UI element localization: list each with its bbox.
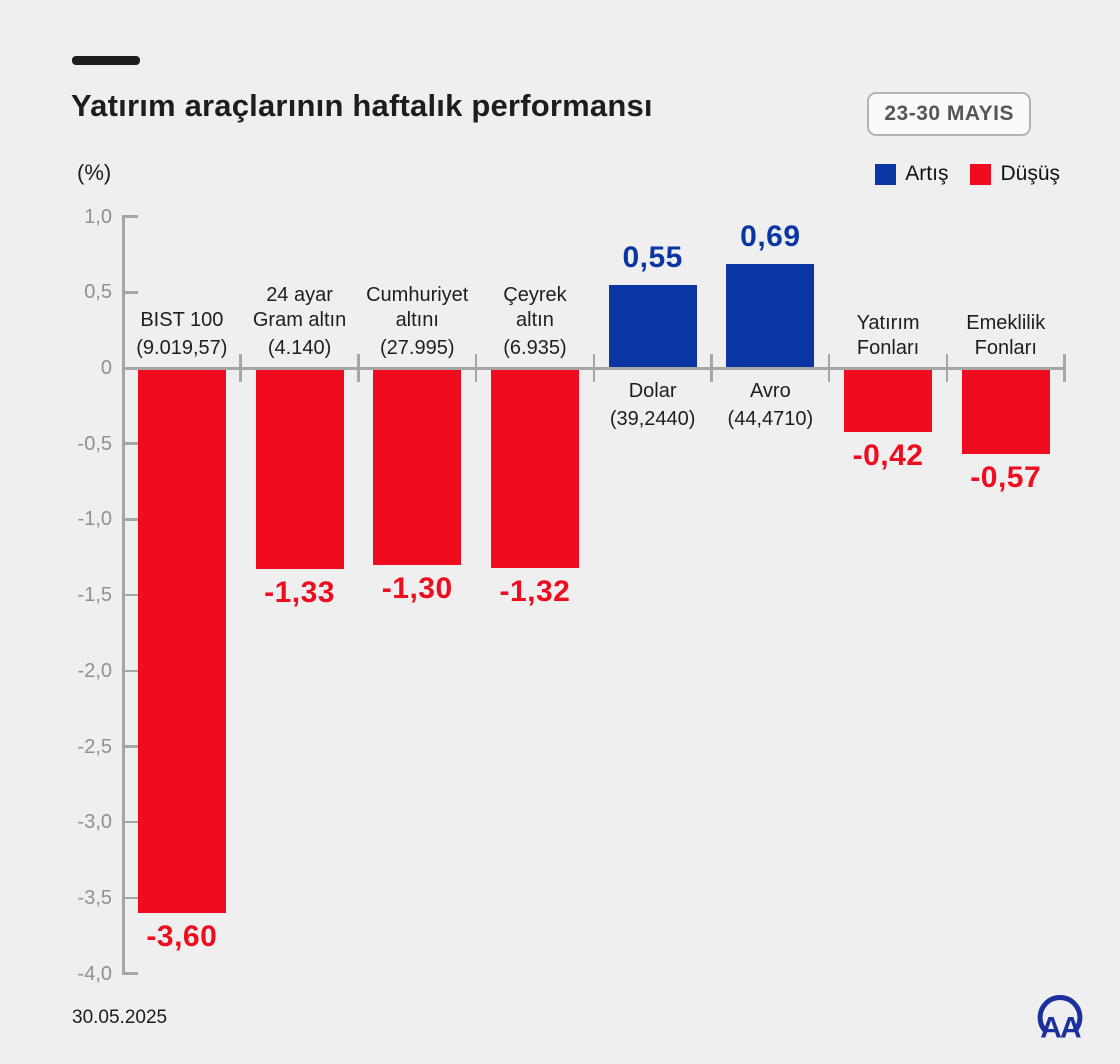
bar-category-label: BIST 100 (9.019,57) bbox=[110, 308, 254, 361]
y-tick-label: -2,5 bbox=[77, 735, 112, 758]
baseline-tick bbox=[945, 354, 949, 382]
publication-date: 30.05.2025 bbox=[72, 1007, 168, 1028]
y-tick-label: -1,5 bbox=[77, 584, 112, 607]
y-tick bbox=[123, 291, 138, 294]
baseline-tick bbox=[474, 354, 478, 382]
bar-value-label: -3,60 bbox=[146, 920, 218, 954]
y-tick bbox=[123, 896, 138, 900]
bar-category-name: Avro bbox=[749, 380, 791, 402]
bar bbox=[844, 368, 933, 432]
aa-logo-text: AA bbox=[1040, 1011, 1081, 1044]
y-tick-label: -3,0 bbox=[77, 811, 112, 834]
y-tick-label: -2,0 bbox=[77, 659, 112, 682]
y-tick-label: 0,5 bbox=[84, 281, 112, 304]
bar bbox=[961, 368, 1050, 455]
bar-category-label: Emeklilik Fonları bbox=[934, 311, 1078, 361]
baseline-tick bbox=[710, 354, 713, 382]
y-tick bbox=[123, 820, 138, 824]
date-range-badge: 23-30 MAYIS bbox=[867, 92, 1031, 136]
page-title: Yatırım araçlarının haftalık performansı bbox=[71, 88, 653, 123]
legend-label-decrease: Düşüş bbox=[1000, 162, 1060, 185]
bar bbox=[726, 263, 815, 368]
bar-value-label: 0,55 bbox=[622, 240, 683, 274]
increase-color-swatch bbox=[875, 163, 897, 185]
bar-value-label: 0,69 bbox=[740, 219, 801, 253]
baseline-tick bbox=[592, 354, 596, 382]
y-tick-label: 1,0 bbox=[84, 205, 112, 228]
bar-category-name: Emeklilik bbox=[966, 312, 1046, 334]
bar-value-label: -0,57 bbox=[970, 461, 1042, 495]
anadolu-agency-logo: AA bbox=[1031, 992, 1089, 1055]
bar-category-label: 24 ayar Gram altın (4.140) bbox=[228, 283, 372, 361]
bar-category-detail: (44,4710) bbox=[727, 408, 814, 430]
y-tick bbox=[123, 215, 138, 218]
bar-category-name: Fonları bbox=[974, 337, 1037, 359]
bar-category-label: Yatırım Fonları bbox=[816, 311, 960, 361]
bar-category-name: Yatırım bbox=[856, 312, 920, 334]
y-tick-label: -1,0 bbox=[77, 508, 112, 531]
y-tick-label: -4,0 bbox=[77, 962, 112, 985]
bar bbox=[608, 284, 697, 368]
y-tick-label: -3,5 bbox=[77, 886, 112, 909]
bar-category-name: BIST 100 bbox=[140, 309, 224, 331]
bar-category-label: Dolar (39,2440) bbox=[581, 379, 725, 432]
bar-category-label: Avro (44,4710) bbox=[698, 379, 842, 432]
baseline-tick bbox=[239, 354, 242, 382]
bar-category-label: Cumhuriyet altını (27.995) bbox=[345, 283, 489, 361]
bar-category-name: altını bbox=[395, 309, 439, 331]
bar-value-label: -0,42 bbox=[852, 438, 924, 472]
legend: Artış Düşüş bbox=[875, 162, 1060, 186]
bar-category-detail: (39,2440) bbox=[609, 408, 696, 430]
bar bbox=[373, 368, 462, 565]
bar bbox=[490, 368, 579, 568]
bar-category-detail: (4.140) bbox=[267, 337, 332, 359]
bar-category-detail: (27.995) bbox=[380, 337, 455, 359]
baseline-tick bbox=[357, 354, 360, 382]
bar-category-name: Cumhuriyet bbox=[366, 284, 469, 306]
legend-label-increase: Artış bbox=[905, 162, 949, 185]
title-accent-dash bbox=[72, 56, 140, 65]
y-tick bbox=[123, 593, 138, 597]
legend-item-increase: Artış bbox=[875, 162, 948, 186]
bar-category-name: Gram altın bbox=[252, 309, 347, 331]
aa-logo-icon: AA bbox=[1037, 995, 1083, 1044]
bar-category-name: Çeyrek bbox=[503, 284, 567, 306]
y-axis-unit-label: (%) bbox=[77, 160, 112, 185]
legend-item-decrease: Düşüş bbox=[970, 162, 1060, 186]
bar-category-name: 24 ayar bbox=[266, 284, 333, 306]
bar-value-label: -1,33 bbox=[264, 576, 335, 610]
y-tick bbox=[123, 669, 138, 673]
y-tick bbox=[123, 518, 138, 521]
bar-category-name: Fonları bbox=[856, 337, 920, 359]
bar-value-label: -1,30 bbox=[381, 571, 453, 605]
y-tick bbox=[123, 745, 138, 748]
baseline-tick bbox=[827, 354, 831, 382]
bar-category-label: Çeyrek altın (6.935) bbox=[463, 283, 607, 361]
bar-category-name: Dolar bbox=[628, 380, 677, 402]
baseline-tick bbox=[1063, 354, 1066, 382]
bar-category-name: altın bbox=[516, 309, 554, 331]
bar bbox=[137, 368, 226, 914]
y-tick bbox=[123, 972, 138, 975]
bar bbox=[255, 368, 344, 570]
bar-value-label: -1,32 bbox=[499, 574, 571, 608]
y-tick bbox=[123, 442, 138, 445]
decrease-color-swatch bbox=[970, 163, 992, 185]
bar-category-detail: (6.935) bbox=[503, 337, 567, 359]
y-tick-label: -0,5 bbox=[77, 432, 112, 455]
y-tick-label: 0 bbox=[100, 357, 112, 379]
bar-category-detail: (9.019,57) bbox=[136, 337, 228, 359]
